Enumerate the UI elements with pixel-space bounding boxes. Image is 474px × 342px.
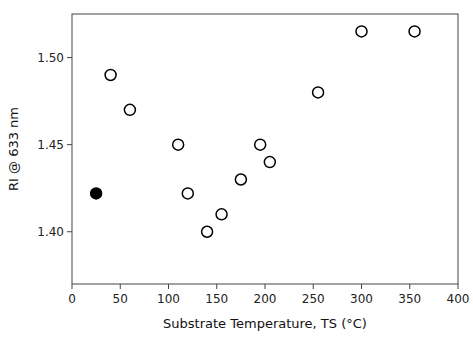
x-tick [458,284,459,289]
x-tick [216,284,217,289]
x-tick-label: 100 [157,292,180,306]
plot-frame [72,14,458,284]
open-point [173,139,184,150]
open-point [202,226,213,237]
y-tick [67,231,72,232]
open-point [409,26,420,37]
x-tick-label: 350 [398,292,421,306]
open-point [235,174,246,185]
points [91,26,420,237]
x-tick [361,284,362,289]
x-tick-label: 250 [302,292,325,306]
open-point [124,104,135,115]
y-tick-label: 1.45 [37,138,64,152]
x-tick-label: 50 [113,292,128,306]
x-tick [72,284,73,289]
x-tick-label: 200 [254,292,277,306]
x-tick [313,284,314,289]
filled-point [91,188,102,199]
open-point [216,209,227,220]
x-tick [120,284,121,289]
x-tick-label: 400 [447,292,470,306]
open-point [313,87,324,98]
y-tick [67,57,72,58]
open-point [255,139,266,150]
open-point [182,188,193,199]
open-point [356,26,367,37]
x-tick [168,284,169,289]
y-tick [67,144,72,145]
x-tick [409,284,410,289]
y-axis-label: RI @ 633 nm [6,107,21,191]
x-tick-label: 0 [68,292,76,306]
open-point [264,157,275,168]
x-tick [265,284,266,289]
chart: 0 50 100 150 200 250 300 350 400 1.40 1.45 1.50 Subs… [0,0,474,342]
y-tick-label: 1.40 [37,225,64,239]
y-tick-label: 1.50 [37,51,64,65]
open-point [105,69,116,80]
x-axis-label: Substrate Temperature, TS (°C) [163,316,367,331]
x-tick-label: 150 [205,292,228,306]
x-tick-label: 300 [350,292,373,306]
